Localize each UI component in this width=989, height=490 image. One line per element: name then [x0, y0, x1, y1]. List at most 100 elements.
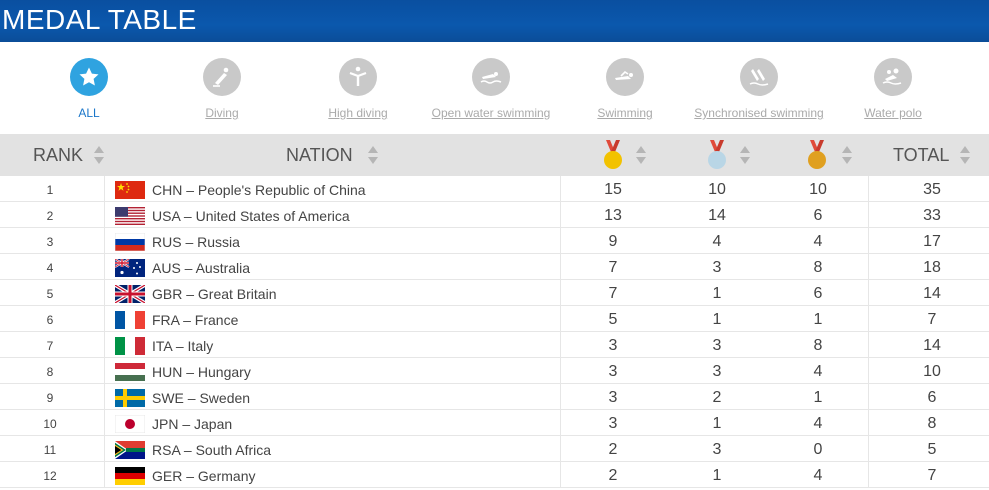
table-row[interactable]: 3 RUS – Russia 9 4 4 17 [0, 228, 989, 254]
silver-medal-icon[interactable] [706, 140, 728, 170]
page-title: MEDAL TABLE [2, 4, 197, 35]
nation-name: RUS – Russia [152, 234, 240, 250]
south-africa-flag [115, 441, 145, 459]
filter-open-water-swimming[interactable]: Open water swimming [426, 58, 556, 120]
gold-count: 3 [608, 415, 618, 432]
filter-swimming[interactable]: Swimming [594, 58, 656, 120]
gold-medal-icon[interactable] [602, 140, 624, 170]
nation-cell: CHN – People's Republic of China [104, 176, 561, 202]
sweden-flag [115, 389, 145, 407]
rank-cell: 8 [46, 365, 54, 379]
nation-name: CHN – People's Republic of China [152, 182, 366, 198]
bronze-medal-icon[interactable] [806, 140, 828, 170]
total-count: 14 [868, 280, 989, 306]
table-row[interactable]: 6 FRA – France 5 1 1 7 [0, 306, 989, 332]
total-column-header[interactable]: TOTAL [893, 145, 950, 165]
gold-count: 2 [608, 441, 618, 458]
table-row[interactable]: 5 GBR – Great Britain 7 1 6 14 [0, 280, 989, 306]
gold-count: 9 [608, 233, 618, 250]
bronze-count: 10 [809, 181, 827, 198]
gold-count: 2 [608, 467, 618, 484]
medal-table-body: 1 CHN – People's Republic of China 1 5 10… [0, 176, 989, 488]
china-flag [115, 181, 145, 199]
total-count: 10 [868, 358, 989, 384]
high-diving-icon [339, 58, 377, 96]
table-row[interactable]: 1 CHN – People's Republic of China 15 10… [0, 176, 989, 202]
silver-count: 2 [712, 389, 722, 406]
nation-cell: SWE – Sweden [104, 384, 561, 410]
rank-column-header[interactable]: RANK [33, 145, 84, 165]
silver-count: 3 [712, 363, 722, 380]
nation-cell: GER – Germany [104, 462, 561, 488]
total-count: 7 [868, 462, 989, 488]
filter-all[interactable]: ALL [68, 58, 110, 120]
silver-count: 3 [712, 259, 722, 276]
table-row[interactable]: 4 AUS – Australia 7 3 8 18 [0, 254, 989, 280]
filter-diving[interactable]: Diving [200, 58, 244, 120]
bronze-count: 0 [813, 441, 823, 458]
filter-label: ALL [78, 106, 100, 120]
sort-total-icon[interactable] [960, 146, 970, 164]
table-row[interactable]: 10 JPN – Japan 3 1 4 8 [0, 410, 989, 436]
sort-nation-icon[interactable] [368, 146, 378, 164]
total-count: 6 [868, 384, 989, 410]
rank-cell: 2 [46, 209, 54, 223]
silver-count: 3 [712, 337, 722, 354]
rank-cell: 6 [46, 313, 54, 327]
nation-cell: FRA – France [104, 306, 561, 332]
silver-count: 3 [712, 441, 722, 458]
synchronised-swimming-icon [740, 58, 778, 96]
filter-high-diving[interactable]: High diving [325, 58, 391, 120]
gold-count: 13 [604, 207, 622, 224]
sort-gold-icon[interactable] [636, 146, 646, 164]
nation-name: JPN – Japan [152, 416, 233, 432]
star-icon [70, 58, 108, 96]
rank-cell: 11 [43, 443, 57, 457]
sort-rank-icon[interactable] [94, 146, 104, 164]
sort-silver-icon[interactable] [740, 146, 750, 164]
table-row[interactable]: 7 ITA – Italy 3 3 8 14 [0, 332, 989, 358]
gold-count: 7 [608, 285, 618, 302]
rank-cell: 5 [46, 287, 54, 301]
total-count: 35 [868, 176, 989, 202]
nation-name: GBR – Great Britain [152, 286, 277, 302]
filter-label: Diving [205, 106, 239, 120]
italy-flag [115, 337, 145, 355]
table-row[interactable]: 9 SWE – Sweden 3 2 1 6 [0, 384, 989, 410]
silver-count: 4 [712, 233, 722, 250]
filter-label: Synchronised swimming [694, 106, 824, 120]
rank-cell: 12 [43, 469, 57, 483]
gold-count: 5 [608, 311, 618, 328]
nation-cell: RUS – Russia [104, 228, 561, 254]
discipline-filter-bar: ALL Diving High diving Open water swimmi… [0, 42, 989, 134]
total-count: 14 [868, 332, 989, 358]
filter-label: Water polo [864, 106, 922, 120]
table-row[interactable]: 11 RSA – South Africa 2 3 0 5 [0, 436, 989, 462]
swimming-icon [606, 58, 644, 96]
silver-count: 10 [708, 181, 726, 198]
table-row[interactable]: 2 USA – United States of America 13 14 6… [0, 202, 989, 228]
gold-count: 7 [608, 259, 618, 276]
rank-cell: 4 [46, 261, 54, 275]
nation-cell: RSA – South Africa [104, 436, 561, 462]
silver-count: 1 [712, 467, 722, 484]
bronze-count: 4 [813, 363, 823, 380]
nation-cell: HUN – Hungary [104, 358, 561, 384]
nation-cell: JPN – Japan [104, 410, 561, 436]
sort-bronze-icon[interactable] [842, 146, 852, 164]
nation-name: FRA – France [152, 312, 239, 328]
filter-water-polo[interactable]: Water polo [862, 58, 924, 120]
filter-synchronised-swimming[interactable]: Synchronised swimming [690, 58, 828, 120]
russia-flag [115, 233, 145, 251]
total-count: 8 [868, 410, 989, 436]
nation-cell: ITA – Italy [104, 332, 561, 358]
australia-flag [115, 259, 145, 277]
table-row[interactable]: 12 GER – Germany 2 1 4 7 [0, 462, 989, 488]
silver-count: 1 [712, 415, 722, 432]
table-row[interactable]: 8 HUN – Hungary 3 3 4 10 [0, 358, 989, 384]
hungary-flag [115, 363, 145, 381]
rank-cell: 10 [43, 417, 57, 431]
total-count: 33 [868, 202, 989, 228]
nation-name: USA – United States of America [152, 208, 350, 224]
nation-column-header[interactable]: NATION [286, 145, 353, 165]
